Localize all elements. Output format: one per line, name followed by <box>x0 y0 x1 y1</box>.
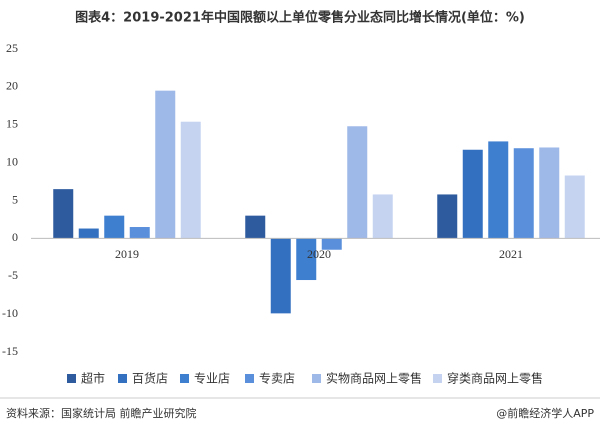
bar <box>539 147 560 239</box>
brand: @前瞻经济学人APP <box>496 406 594 420</box>
legend-swatch <box>433 374 442 383</box>
bar <box>347 126 368 239</box>
bar <box>564 175 585 239</box>
x-tick-label: 2021 <box>499 247 523 261</box>
bar <box>78 228 99 239</box>
y-tick-label: 15 <box>6 117 18 131</box>
y-tick-label: 25 <box>6 41 18 55</box>
bar <box>296 238 317 281</box>
legend-label: 专卖店 <box>259 371 295 386</box>
legend-swatch <box>245 374 254 383</box>
y-tick-label: 10 <box>6 154 18 168</box>
legend-swatch <box>67 374 76 383</box>
bar <box>437 194 458 239</box>
bar <box>245 215 266 239</box>
chart-title: 图表4：2019-2021年中国限额以上单位零售分业态同比增长情况(单位：%) <box>75 10 525 26</box>
legend-swatch <box>180 374 189 383</box>
y-tick-label: 0 <box>12 230 18 244</box>
legend-label: 实物商品网上零售 <box>326 371 422 386</box>
legend-label: 穿类商品网上零售 <box>447 371 543 386</box>
x-tick-label: 2020 <box>307 247 331 261</box>
bar <box>321 238 342 250</box>
source: 资料来源：国家统计局 前瞻产业研究院 <box>6 406 197 420</box>
bar <box>180 121 201 239</box>
bar <box>488 141 509 239</box>
legend-label: 百货店 <box>132 371 168 386</box>
y-tick-label: -5 <box>8 268 18 282</box>
x-tick-label: 2019 <box>115 247 139 261</box>
legend-swatch <box>312 374 321 383</box>
y-tick-label: -15 <box>2 344 18 358</box>
legend-label: 超市 <box>81 371 105 386</box>
legend-swatch <box>118 374 127 383</box>
y-tick-label: 5 <box>12 192 18 206</box>
bar <box>513 148 534 239</box>
bar <box>462 149 483 239</box>
y-tick-label: 20 <box>6 79 18 93</box>
bar <box>270 238 291 314</box>
y-tick-label: -10 <box>2 306 18 320</box>
legend-label: 专业店 <box>194 371 230 386</box>
bar <box>372 194 393 239</box>
bar <box>53 189 74 239</box>
bar <box>129 227 150 239</box>
bar <box>104 215 125 239</box>
bar <box>155 90 176 239</box>
